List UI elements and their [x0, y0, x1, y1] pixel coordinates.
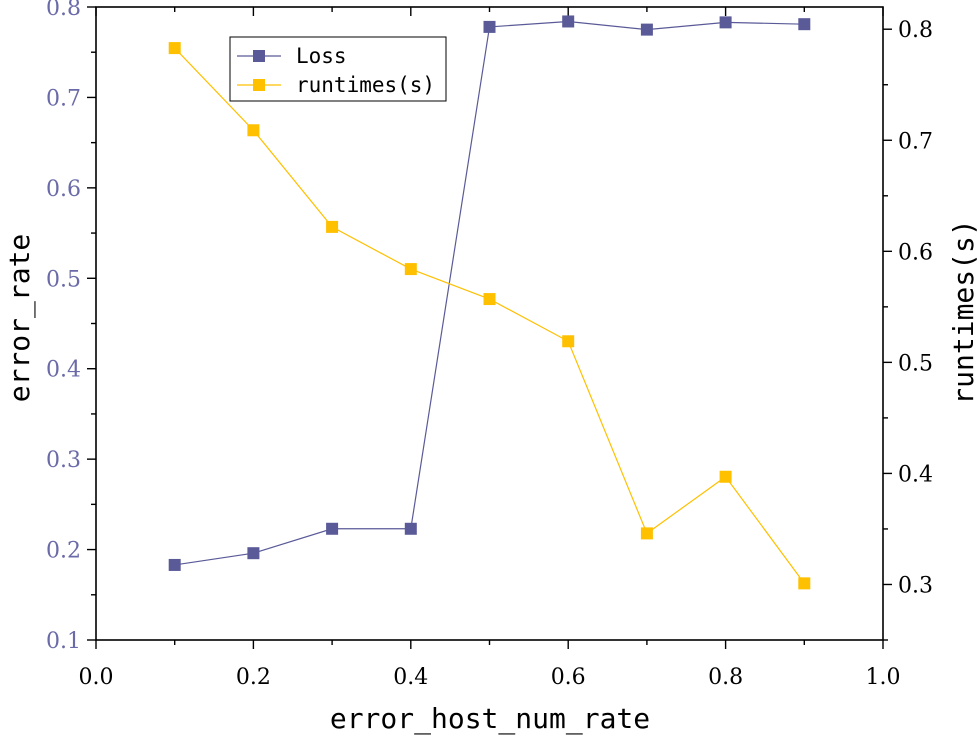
y-left-tick-label: 0.1 [46, 629, 81, 654]
data-point-loss [168, 558, 181, 571]
legend-marker-loss [253, 50, 265, 62]
x-tick-label: 0.0 [79, 665, 114, 690]
y-right-tick-label: 0.7 [898, 129, 933, 154]
data-point-loss [798, 18, 811, 31]
y-axis-right-title: runtimes(s) [947, 219, 980, 404]
series-layer [168, 15, 811, 590]
x-tick-label: 0.4 [393, 665, 428, 690]
legend-label-loss: Loss [296, 44, 347, 68]
y-right-tick-label: 0.5 [898, 351, 933, 376]
data-point-runtimes-s [719, 470, 732, 483]
y-right-tick-label: 0.6 [898, 240, 933, 265]
y-left-tick-label: 0.5 [46, 267, 81, 292]
y-left-tick-label: 0.7 [46, 86, 81, 111]
plot-frame [95, 6, 884, 641]
y-left-tick-label: 0.6 [46, 177, 81, 202]
legend-label-runtimes: runtimes(s) [296, 73, 435, 97]
y-right-tick-label: 0.8 [898, 18, 933, 43]
data-point-loss [562, 15, 575, 28]
legend-box [229, 36, 447, 102]
data-point-loss [640, 23, 653, 36]
data-point-loss [483, 20, 496, 33]
data-point-loss [247, 547, 260, 560]
legend-marker-runtimes [253, 79, 265, 91]
x-tick-label: 0.8 [708, 665, 743, 690]
data-point-runtimes-s [483, 293, 496, 306]
data-point-runtimes-s [247, 124, 260, 137]
data-point-runtimes-s [640, 527, 653, 540]
y-right-tick-label: 0.3 [898, 573, 933, 598]
y-axis-left-title: error_rate [3, 234, 37, 403]
x-tick-label: 0.6 [551, 665, 586, 690]
y-right-tick-label: 0.4 [898, 462, 933, 487]
x-tick-label: 0.2 [236, 665, 271, 690]
data-point-runtimes-s [562, 335, 575, 348]
x-tick-label: 1.0 [866, 665, 901, 690]
x-axis-title: error_host_num_rate [330, 702, 650, 736]
y-left-tick-label: 0.3 [46, 448, 81, 473]
y-axis-right: 0.3 0.4 0.5 0.6 0.7 0.8 [883, 18, 933, 641]
legend: Loss runtimes(s) [229, 36, 447, 102]
data-point-loss [326, 522, 339, 535]
data-point-loss [404, 522, 417, 535]
series-line-runtimes-s [174, 47, 805, 584]
y-left-tick-label: 0.2 [46, 539, 81, 564]
data-point-runtimes-s [168, 42, 181, 55]
data-point-runtimes-s [326, 220, 339, 233]
y-left-tick-label: 0.4 [46, 358, 81, 383]
data-point-runtimes-s [404, 263, 417, 276]
data-point-loss [719, 16, 732, 29]
x-axis: 0.0 0.2 0.4 0.6 0.8 1.0 [79, 7, 901, 690]
y-axis-left: 0.1 0.2 0.3 0.4 0.5 0.6 0.7 0.8 [46, 0, 96, 654]
y-left-tick-label: 0.8 [46, 0, 81, 21]
data-point-runtimes-s [798, 577, 811, 590]
